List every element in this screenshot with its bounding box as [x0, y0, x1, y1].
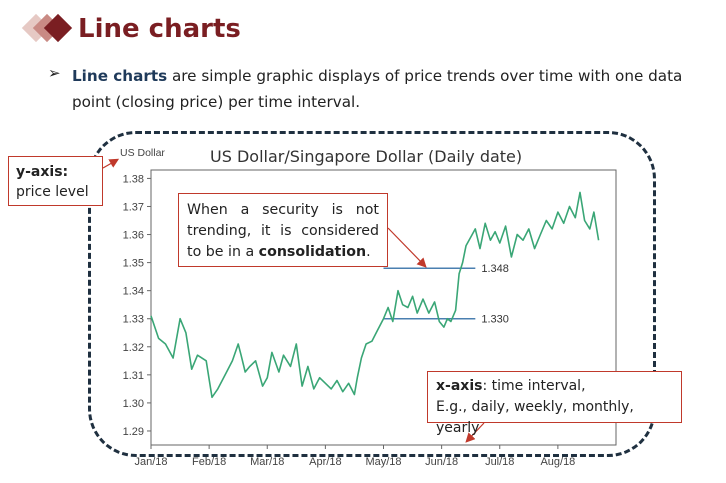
x-axis-callout: x-axis: time interval, E.g., daily, week… — [427, 371, 682, 436]
reference-line-label: 1.330 — [481, 314, 509, 326]
chart-title: US Dollar/Singapore Dollar (Daily date) — [210, 147, 523, 166]
y-axis-callout: y-axis: price level — [8, 156, 103, 206]
x-axis-callout-label: x-axis — [436, 378, 483, 394]
y-tick-label: 1.29 — [123, 426, 144, 438]
slide-title: Line charts — [78, 14, 241, 44]
y-unit-label: US Dollar — [120, 147, 165, 159]
x-tick-label: Jun/18 — [425, 456, 458, 468]
x-axis-arrow — [465, 422, 485, 443]
x-tick-label: Jul/18 — [485, 456, 514, 468]
y-tick-label: 1.36 — [123, 230, 144, 242]
y-tick-label: 1.31 — [123, 370, 144, 382]
y-tick-label: 1.37 — [123, 201, 144, 213]
y-tick-label: 1.38 — [123, 173, 144, 185]
consolidation-end: . — [366, 244, 371, 260]
bullet-body: are simple graphic displays of price tre… — [72, 67, 683, 111]
x-tick-label: Apr/18 — [309, 456, 341, 468]
series-line — [150, 191, 600, 399]
y-axis-callout-label: y-axis: — [16, 164, 69, 180]
bullet-bold: Line charts — [72, 67, 168, 85]
reference-line-label: 1.348 — [481, 263, 509, 275]
x-axis-callout-examples: E.g., daily, weekly, monthly, yearly — [436, 399, 634, 436]
y-tick-label: 1.35 — [123, 258, 144, 270]
x-tick-label: Feb/18 — [192, 456, 226, 468]
y-tick-label: 1.33 — [123, 314, 144, 326]
x-tick-label: Aug/18 — [540, 456, 575, 468]
consolidation-bold: consolidation — [258, 244, 367, 260]
consolidation-arrow — [387, 227, 427, 268]
y-tick-label: 1.32 — [123, 342, 144, 354]
consolidation-text: When a security is not trending, it is c… — [187, 202, 379, 260]
y-axis-arrow — [102, 158, 120, 169]
y-axis-callout-text: price level — [16, 184, 89, 200]
x-axis-callout-text: : time interval, — [482, 378, 586, 394]
bullet-text: Line charts are simple graphic displays … — [72, 63, 692, 115]
y-tick-label: 1.34 — [123, 286, 144, 298]
x-tick-label: May/18 — [365, 456, 401, 468]
bullet-arrow-icon: ➢ — [48, 64, 61, 82]
consolidation-callout: When a security is not trending, it is c… — [178, 193, 388, 267]
y-tick-label: 1.30 — [123, 398, 144, 410]
diamonds-icon — [21, 13, 73, 43]
x-tick-label: Mar/18 — [250, 456, 284, 468]
chart-frame — [88, 131, 656, 457]
x-tick-label: Jan/18 — [134, 456, 167, 468]
